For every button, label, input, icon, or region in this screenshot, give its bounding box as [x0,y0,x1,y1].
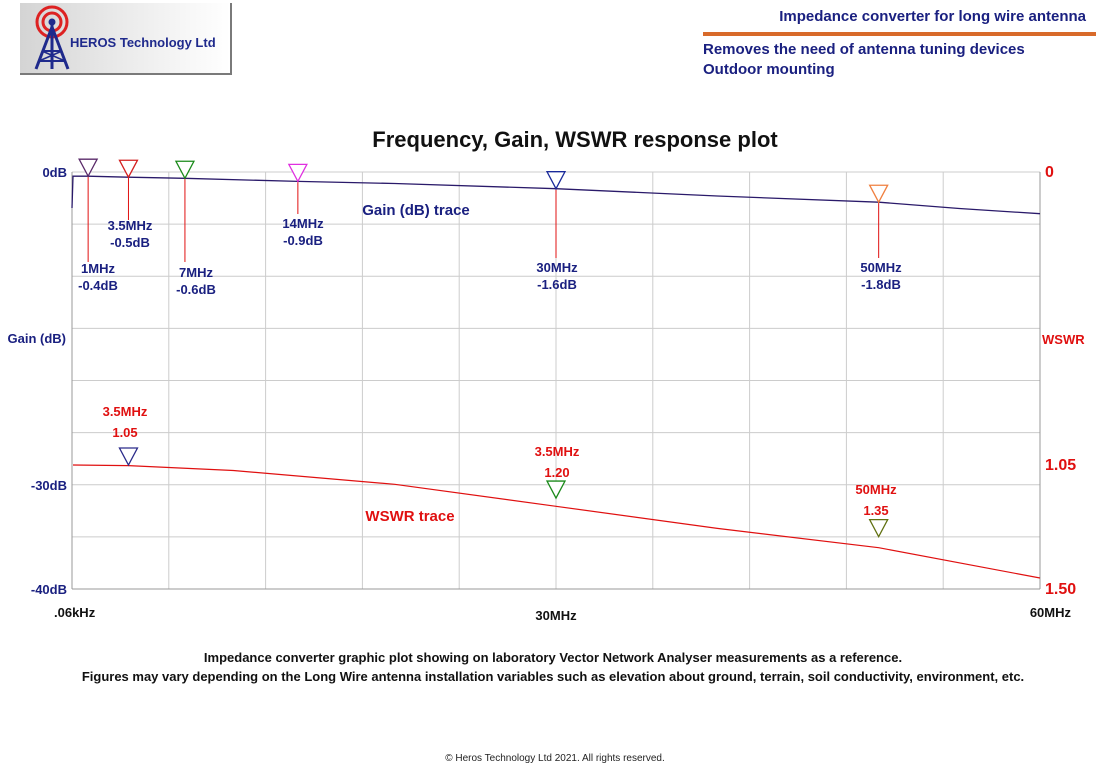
wswr-marker-freq: 3.5MHz [535,444,580,459]
right-tick-label: 1.50 [1045,581,1076,598]
gain-trace-label: Gain (dB) trace [362,202,470,219]
header-title: Impedance converter for long wire antenn… [779,8,1086,25]
wswr-marker-triangle [545,480,567,500]
x-tick-label: 60MHz [1030,605,1072,620]
antenna-tower-icon [34,5,70,70]
wswr-marker-value: 1.20 [544,465,569,480]
gain-marker-triangle [545,171,567,191]
left-tick-label: -30dB [31,478,67,493]
response-chart: .06kHz 30MHz 60MHz 0dB -30dB -40dB Gain (dB) 0 1… [8,158,1085,623]
wswr-marker-value: 1.05 [112,425,137,440]
gain-marker-triangle [78,158,99,178]
caption-line-1: Impedance converter graphic plot showing… [203,650,903,665]
left-tick-label: -40dB [31,582,67,597]
gain-marker-value: -1.6dB [537,277,577,292]
left-axis-label: Gain (dB) [8,331,67,346]
gain-marker-triangle [174,160,196,180]
wswr-marker-freq: 3.5MHz [103,404,148,419]
gain-marker-triangle [287,163,308,183]
feature-1: Removes the need of antenna tuning devic… [703,41,1025,58]
chart-title: Frequency, Gain, WSWR response plot [372,127,778,152]
gain-marker-value: -1.8dB [861,277,901,292]
wswr-marker-freq: 50MHz [855,482,897,497]
gain-marker-triangle [868,184,889,204]
company-logo: HEROS Technology Ltd [20,3,232,75]
wswr-trace-line [72,464,1041,579]
header-divider [703,32,1096,36]
gain-marker-value: -0.4dB [78,278,118,293]
gain-marker-freq: 50MHz [860,260,902,275]
caption-line-2: Figures may vary depending on the Long W… [81,669,1025,684]
gain-marker-value: -0.5dB [110,235,150,250]
gain-marker-freq: 3.5MHz [108,218,153,233]
x-tick-label: 30MHz [535,608,577,623]
gain-marker-freq: 30MHz [536,260,578,275]
company-name: HEROS Technology Ltd [70,35,216,50]
wswr-marker-value: 1.35 [863,503,888,518]
gain-marker-value: -0.6dB [176,282,216,297]
wswr-trace-label: WSWR trace [365,508,454,525]
right-tick-label: 1.05 [1045,457,1076,474]
gain-trace-line [71,175,1041,215]
gain-marker-freq: 7MHz [179,265,213,280]
gain-marker-freq: 14MHz [282,216,324,231]
copyright: © Heros Technology Ltd 2021. All rights … [445,753,665,764]
x-tick-label: .06kHz [54,605,96,620]
left-tick-label: 0dB [42,165,67,180]
gain-marker-triangle [118,159,139,179]
right-tick-label: 0 [1045,164,1054,181]
feature-2: Outdoor mounting [703,61,835,78]
gain-marker-value: -0.9dB [283,233,323,248]
right-axis-label: WSWR [1042,332,1085,347]
wswr-marker-triangle [868,518,889,539]
gain-marker-freq: 1MHz [81,261,115,276]
wswr-marker-triangle [118,447,139,467]
